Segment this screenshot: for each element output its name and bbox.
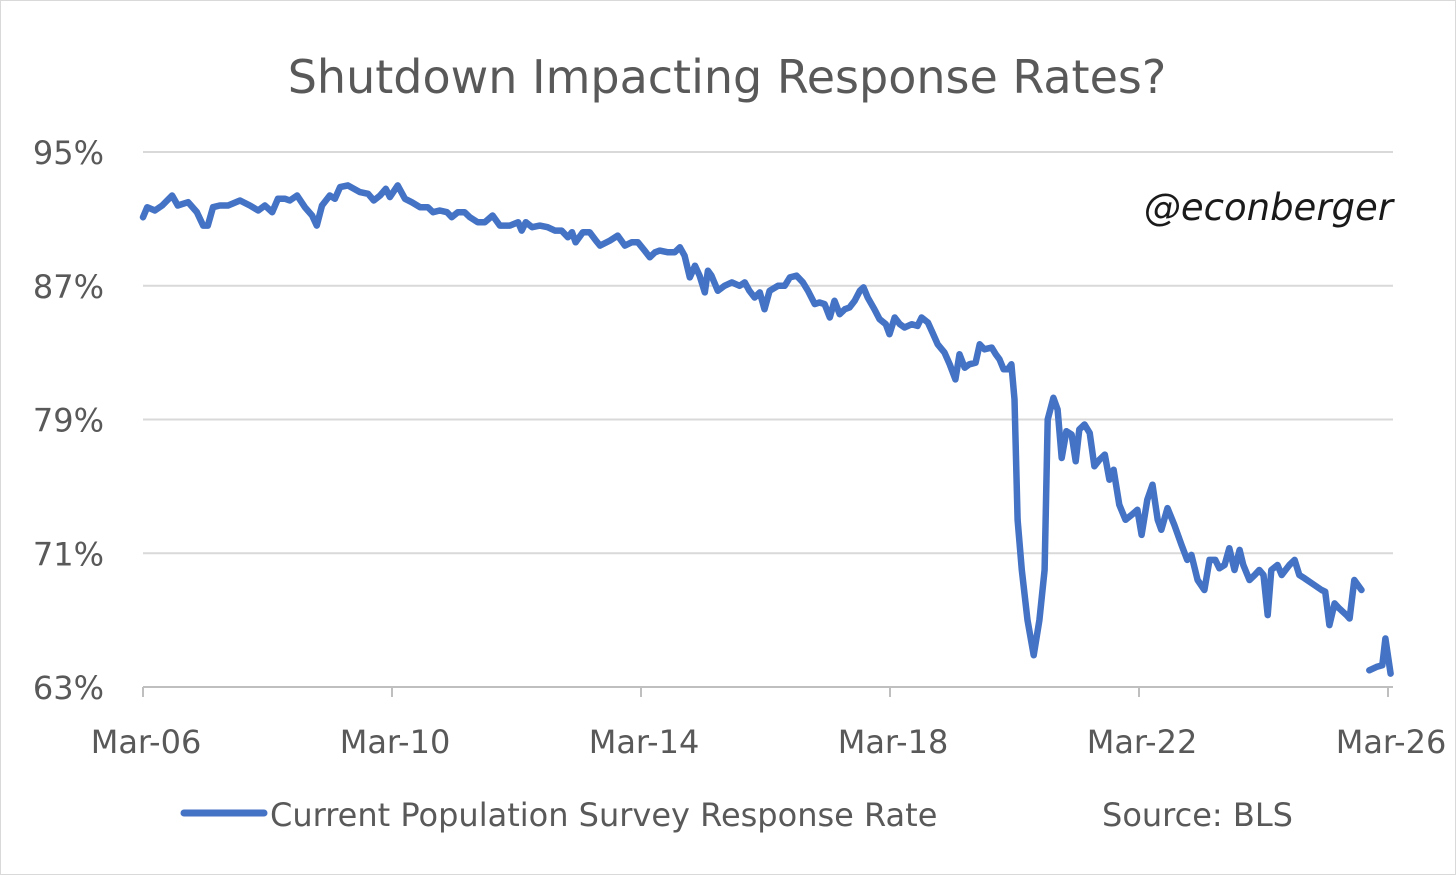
x-axis: Mar-06 Mar-10 Mar-14 Mar-18 Mar-22 Mar-26 [91,686,1447,761]
legend: Current Population Survey Response Rate [180,796,937,834]
chart-title: Shutdown Impacting Response Rates? [288,50,1167,104]
x-tick-label: Mar-10 [340,723,451,761]
y-tick-label: 79% [33,402,104,440]
x-tick-label: Mar-22 [1087,723,1198,761]
x-tick-label: Mar-26 [1336,723,1447,761]
y-tick-label: 87% [33,268,104,306]
series-line [1366,635,1394,677]
series-lines [139,182,1394,677]
x-tick-label: Mar-06 [91,723,202,761]
y-tick-label: 63% [33,669,104,707]
y-axis: 95% 87% 79% 71% 63% [33,134,104,707]
x-tick-label: Mar-14 [589,723,700,761]
watermark: @econberger [1144,186,1396,229]
legend-label: Current Population Survey Response Rate [270,796,937,834]
y-tick-label: 71% [33,535,104,573]
series-line [139,182,1365,659]
y-tick-label: 95% [33,134,104,172]
source-note: Source: BLS [1102,796,1293,834]
x-tick-label: Mar-18 [838,723,949,761]
